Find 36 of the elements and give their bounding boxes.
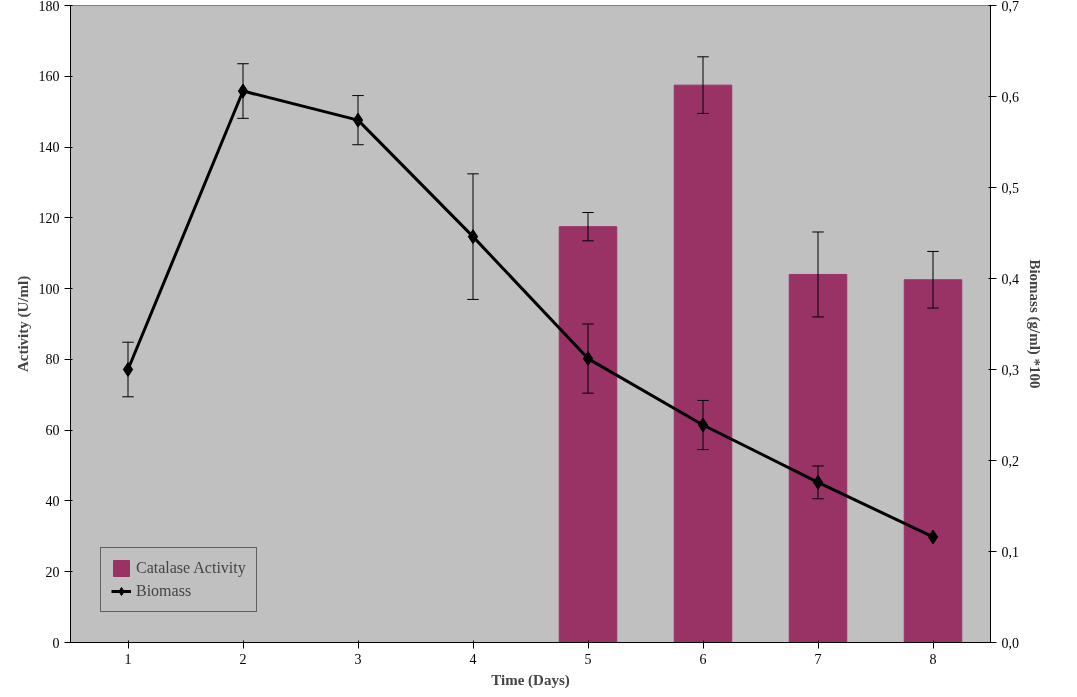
y2-tick-label: 0,2 <box>1001 453 1019 469</box>
y-axis-title: Activity (U/ml) <box>14 275 32 373</box>
x-tick-label: 5 <box>584 651 592 667</box>
x-axis-title: Time (Days) <box>491 671 570 689</box>
y2-tick-label: 0,4 <box>1001 271 1019 287</box>
y-tick-label: 140 <box>38 140 60 156</box>
y2-tick-label: 0,0 <box>1001 635 1019 651</box>
bar <box>788 273 848 643</box>
y-tick-label: 180 <box>38 0 60 14</box>
legend-label: Biomass <box>136 582 192 600</box>
y2-tick-label: 0,5 <box>1001 180 1019 196</box>
bar <box>558 226 618 643</box>
legend-label: Catalase Activity <box>136 559 246 577</box>
y2-tick-label: 0,6 <box>1001 89 1019 105</box>
y-tick-label: 80 <box>45 352 60 368</box>
point <box>927 529 939 545</box>
bar <box>903 279 963 643</box>
y-tick-label: 60 <box>45 423 60 439</box>
y-tick-label: 0 <box>52 635 60 651</box>
y2-tick-label: 0,1 <box>1001 544 1019 560</box>
y-tick-label: 160 <box>38 69 60 85</box>
y-tick-label: 120 <box>38 210 60 226</box>
x-tick-label: 7 <box>814 651 822 667</box>
x-tick-label: 3 <box>354 651 362 667</box>
x-tick-label: 6 <box>699 651 707 667</box>
y-tick-label: 40 <box>45 493 60 509</box>
x-tick-label: 8 <box>929 651 937 667</box>
y2-tick-label: 0,7 <box>1001 0 1019 14</box>
x-tick-label: 2 <box>239 651 247 667</box>
y-tick-label: 20 <box>45 564 60 580</box>
x-tick-label: 4 <box>469 651 477 667</box>
bar <box>673 84 733 643</box>
x-tick-label: 1 <box>124 651 132 667</box>
y2-tick-label: 0,3 <box>1001 362 1019 378</box>
y2-axis-title: Biomass (g/ml) *100 <box>1026 259 1043 389</box>
y-tick-label: 100 <box>38 281 60 297</box>
